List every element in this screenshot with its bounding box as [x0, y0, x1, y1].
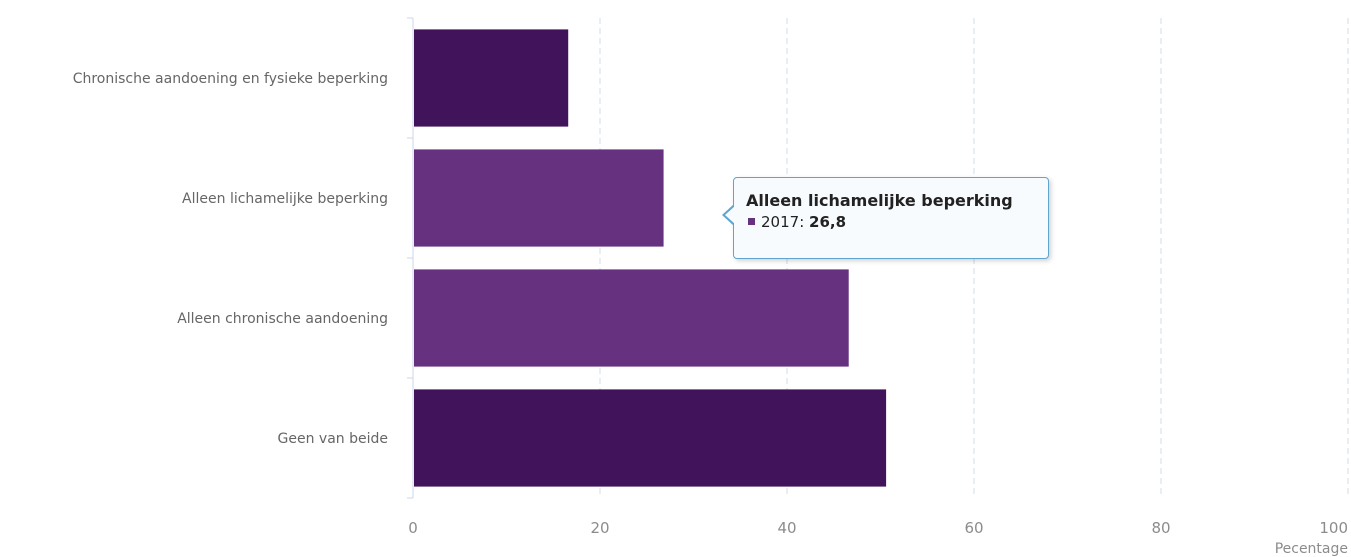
x-tick-label-60: 60 [964, 519, 983, 537]
tooltip: Alleen lichamelijke beperking 2017: 26,8 [722, 177, 1049, 259]
category-label-2: Alleen lichamelijke beperking [182, 191, 388, 207]
axes [407, 17, 414, 499]
x-axis-title: Pecentage [1275, 541, 1348, 557]
tooltip-series-label: 2017 [761, 213, 800, 231]
category-label-1: Chronische aandoening en fysieke beperki… [73, 71, 388, 87]
tooltip-value: 26,8 [809, 213, 847, 231]
bar-4[interactable] [414, 389, 887, 487]
tooltip-title: Alleen lichamelijke beperking [746, 191, 1013, 210]
x-tick-label-0: 0 [408, 519, 418, 537]
tooltip-row: 2017: 26,8 [746, 211, 1048, 233]
x-tick-label-80: 80 [1151, 519, 1170, 537]
bar-2[interactable] [414, 149, 664, 247]
category-label-3: Alleen chronische aandoening [177, 311, 388, 327]
x-tick-label-40: 40 [777, 519, 796, 537]
tooltip-series-swatch [748, 218, 755, 225]
x-tick-label-100: 100 [1319, 519, 1348, 537]
bar-3[interactable] [414, 269, 849, 367]
bars [414, 29, 887, 487]
labels: Chronische aandoening en fysieke beperki… [73, 71, 1348, 537]
category-label-4: Geen van beide [278, 431, 388, 447]
x-tick-label-20: 20 [590, 519, 609, 537]
tooltip-separator: : [799, 213, 810, 231]
bar-1[interactable] [414, 29, 569, 127]
